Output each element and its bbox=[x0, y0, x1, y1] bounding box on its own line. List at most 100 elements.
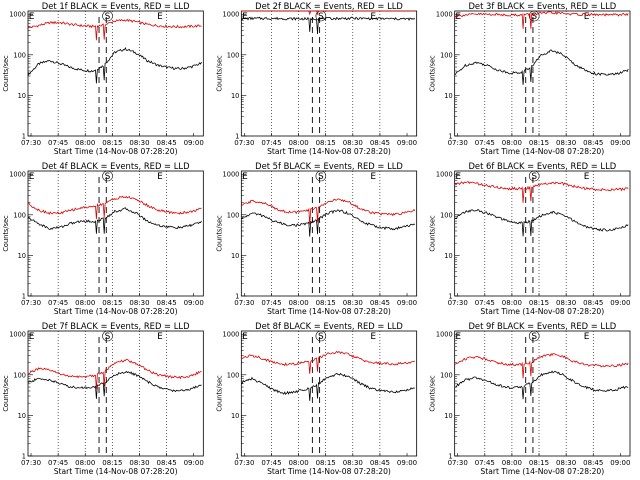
event-marker-label: E bbox=[455, 332, 461, 342]
y-tick-label: 10 bbox=[18, 412, 26, 420]
y-axis-label: Counts/sec bbox=[215, 215, 223, 252]
x-tick-label: 08:15 bbox=[529, 139, 549, 147]
plot-title: Det 3f BLACK = Events, RED = LLD bbox=[468, 1, 616, 11]
x-tick-label: 07:30 bbox=[21, 139, 41, 147]
y-tick-label: 1 bbox=[235, 133, 239, 141]
y-axis-label: Counts/sec bbox=[215, 375, 223, 412]
x-tick-label: 08:00 bbox=[502, 459, 522, 467]
x-tick-label: 09:00 bbox=[397, 299, 417, 307]
y-tick-label: 10 bbox=[444, 92, 452, 100]
y-axis-label: Counts/sec bbox=[429, 55, 437, 92]
y-tick-label: 100 bbox=[227, 51, 240, 59]
series-events-line bbox=[241, 16, 416, 35]
x-tick-label: 07:30 bbox=[234, 139, 254, 147]
event-marker-label: E bbox=[157, 332, 163, 342]
x-tick-label: 09:00 bbox=[397, 139, 417, 147]
y-tick-label: 100 bbox=[13, 51, 26, 59]
event-marker-label: E bbox=[29, 332, 35, 342]
y-tick-label: 1 bbox=[22, 293, 26, 301]
plot-title: Det 7f BLACK = Events, RED = LLD bbox=[42, 321, 190, 331]
y-tick-label: 10 bbox=[18, 92, 26, 100]
series-lld-line bbox=[454, 10, 629, 29]
y-axis-label: Counts/sec bbox=[2, 215, 10, 252]
y-tick-label: 100 bbox=[227, 371, 240, 379]
x-tick-label: 08:45 bbox=[156, 139, 176, 147]
x-axis-label: Start Time (14-Nov-08 07:28:20) bbox=[480, 467, 604, 476]
x-tick-label: 08:15 bbox=[529, 299, 549, 307]
event-marker-label: S bbox=[318, 332, 324, 342]
plot-frame bbox=[454, 10, 631, 137]
x-tick-label: 08:45 bbox=[583, 299, 603, 307]
x-tick-label: 08:45 bbox=[370, 459, 390, 467]
event-marker-label: E bbox=[242, 172, 248, 182]
series-events-line bbox=[241, 372, 416, 401]
event-marker-label: E bbox=[370, 172, 376, 182]
event-marker-label: S bbox=[531, 332, 537, 342]
x-axis-label: Start Time (14-Nov-08 07:28:20) bbox=[54, 307, 178, 316]
plot-panel-9: Det 9f BLACK = Events, RED = LLD 07:30 07:… bbox=[429, 321, 631, 476]
x-axis-label: Start Time (14-Nov-08 07:28:20) bbox=[480, 307, 604, 316]
event-marker-label: E bbox=[157, 172, 163, 182]
x-tick-label: 09:00 bbox=[184, 459, 204, 467]
x-tick-label: 07:30 bbox=[448, 299, 468, 307]
x-tick-label: 08:30 bbox=[129, 459, 149, 467]
x-tick-label: 07:45 bbox=[475, 139, 495, 147]
series-lld-line bbox=[241, 198, 416, 225]
y-tick-label: 1000 bbox=[436, 11, 453, 19]
x-tick-label: 08:15 bbox=[316, 299, 336, 307]
plot-title: Det 5f BLACK = Events, RED = LLD bbox=[255, 161, 403, 171]
plot-panel-2: Det 2f BLACK = Events, RED = LLD 07:30 07:… bbox=[215, 1, 417, 156]
x-tick-label: 07:30 bbox=[234, 459, 254, 467]
series-lld-line bbox=[27, 195, 202, 220]
y-tick-label: 1000 bbox=[223, 171, 240, 179]
series-events-line bbox=[27, 207, 202, 234]
series-events-line bbox=[27, 370, 202, 399]
x-tick-label: 08:45 bbox=[156, 299, 176, 307]
x-tick-label: 08:00 bbox=[288, 459, 308, 467]
y-tick-label: 100 bbox=[440, 51, 453, 59]
y-tick-label: 10 bbox=[18, 252, 26, 260]
x-tick-label: 08:30 bbox=[343, 139, 363, 147]
x-axis-label: Start Time (14-Nov-08 07:28:20) bbox=[267, 147, 391, 156]
x-tick-label: 08:45 bbox=[156, 459, 176, 467]
x-tick-label: 07:45 bbox=[475, 299, 495, 307]
x-axis-label: Start Time (14-Nov-08 07:28:20) bbox=[267, 467, 391, 476]
y-tick-label: 1 bbox=[448, 133, 452, 141]
y-tick-label: 1 bbox=[22, 133, 26, 141]
y-axis-label: Counts/sec bbox=[2, 375, 10, 412]
plot-frame bbox=[240, 170, 418, 297]
x-tick-label: 08:45 bbox=[583, 139, 603, 147]
x-tick-label: 08:00 bbox=[288, 139, 308, 147]
plot-title: Det 2f BLACK = Events, RED = LLD bbox=[255, 1, 403, 11]
y-tick-label: 10 bbox=[231, 252, 239, 260]
x-tick-label: 07:45 bbox=[475, 459, 495, 467]
plot-frame bbox=[27, 330, 204, 457]
y-axis-label: Counts/sec bbox=[429, 375, 437, 412]
x-tick-label: 08:30 bbox=[556, 459, 576, 467]
plot-title: Det 4f BLACK = Events, RED = LLD bbox=[42, 161, 190, 171]
x-tick-label: 08:00 bbox=[75, 459, 95, 467]
x-tick-label: 08:15 bbox=[102, 139, 122, 147]
plot-frame bbox=[454, 170, 631, 297]
x-tick-label: 07:30 bbox=[234, 299, 254, 307]
x-tick-label: 07:30 bbox=[448, 139, 468, 147]
x-tick-label: 08:15 bbox=[316, 459, 336, 467]
x-tick-label: 09:00 bbox=[610, 299, 630, 307]
plot-frame bbox=[27, 10, 204, 137]
y-tick-label: 1 bbox=[22, 453, 26, 461]
x-tick-label: 08:15 bbox=[102, 299, 122, 307]
x-tick-label: 08:45 bbox=[370, 139, 390, 147]
series-events-line bbox=[454, 370, 629, 400]
x-tick-label: 09:00 bbox=[397, 459, 417, 467]
x-axis-label: Start Time (14-Nov-08 07:28:20) bbox=[54, 467, 178, 476]
y-tick-label: 1000 bbox=[9, 11, 26, 19]
plot-panel-3: Det 3f BLACK = Events, RED = LLD 07:30 07:… bbox=[429, 1, 631, 156]
event-marker-circle bbox=[102, 10, 113, 22]
x-tick-label: 09:00 bbox=[610, 139, 630, 147]
x-tick-label: 07:45 bbox=[48, 299, 68, 307]
event-marker-label: S bbox=[531, 172, 537, 182]
plot-panel-1: Det 1f BLACK = Events, RED = LLD 07:30 07:… bbox=[2, 1, 204, 156]
plot-panel-5: Det 5f BLACK = Events, RED = LLD 07:30 07:… bbox=[215, 161, 417, 316]
plot-title: Det 9f BLACK = Events, RED = LLD bbox=[468, 321, 616, 331]
y-axis-label: Counts/sec bbox=[215, 55, 223, 92]
